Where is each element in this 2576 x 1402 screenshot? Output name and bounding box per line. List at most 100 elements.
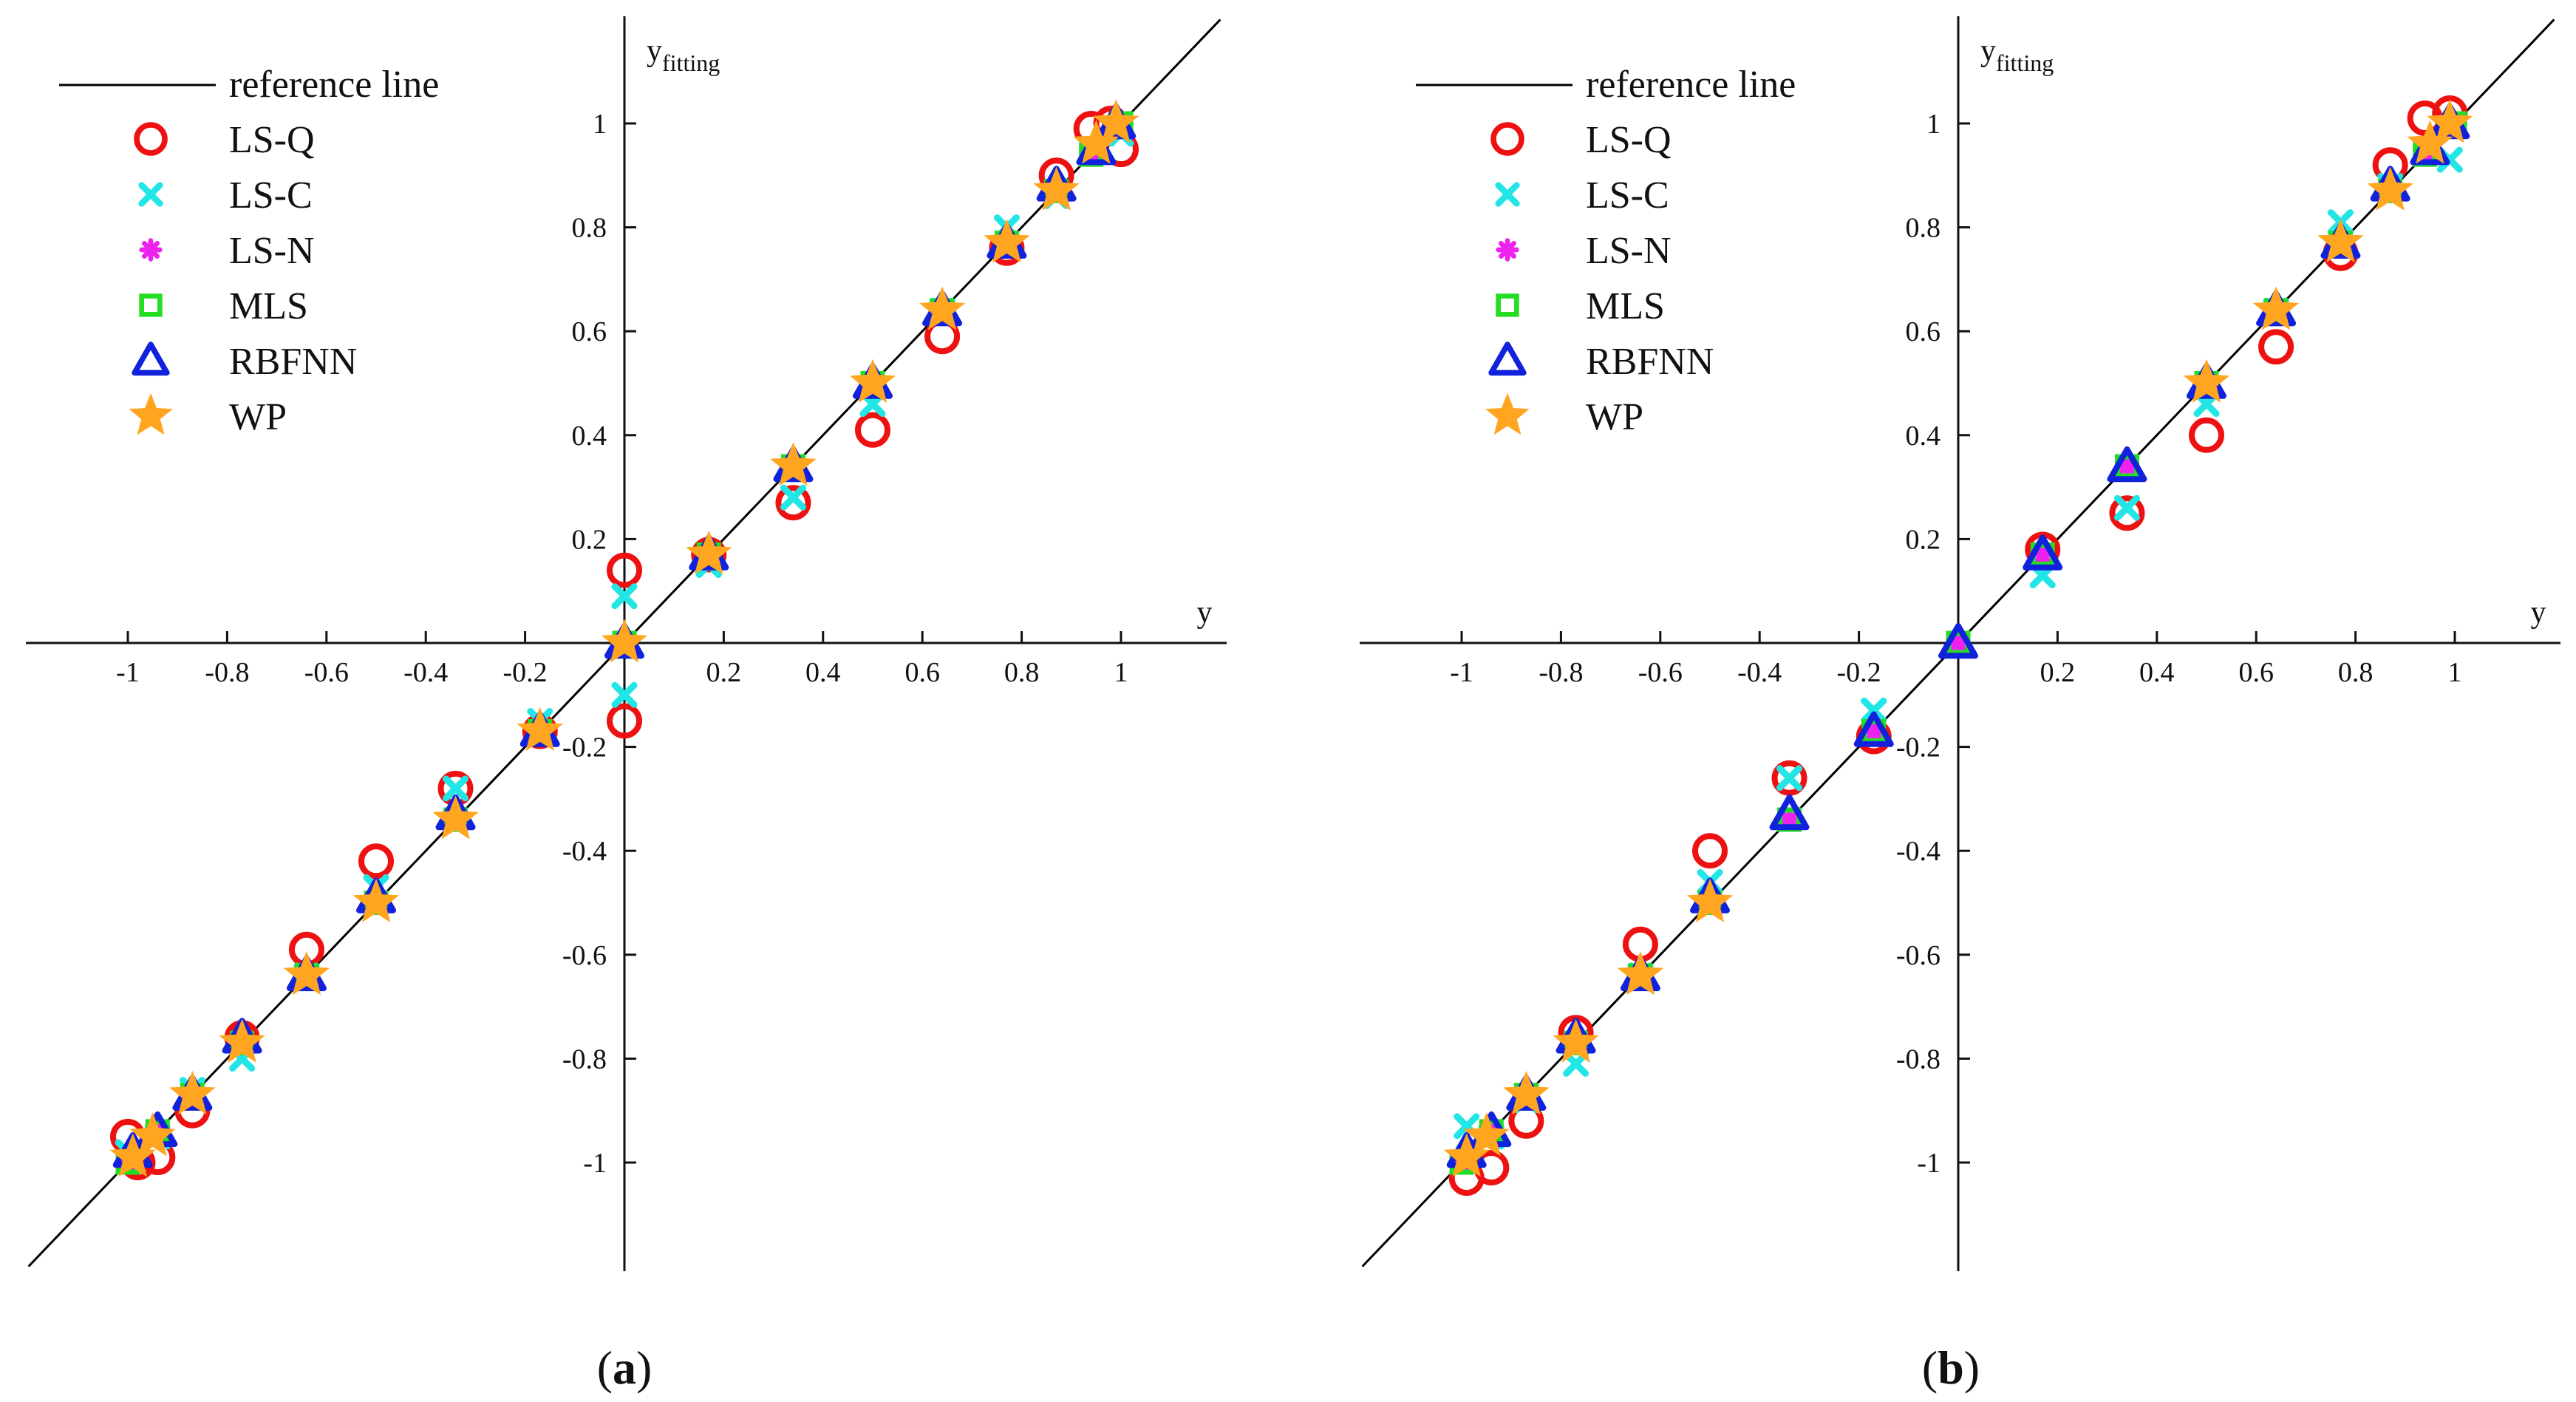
- legend-swatch-ls-q: [134, 122, 168, 156]
- y-tick-label: -0.6: [1896, 940, 1940, 971]
- y-tick-label: -0.8: [1896, 1044, 1940, 1075]
- x-tick-label: 0.6: [904, 657, 940, 688]
- legend-swatch-ls-q: [1490, 122, 1524, 156]
- x-tick-label: 0.8: [2338, 657, 2374, 688]
- point-wp: [1033, 166, 1080, 211]
- x-axis-title: y: [1197, 596, 1213, 630]
- point-wp: [686, 530, 732, 575]
- x-tick-label: -1: [116, 657, 140, 688]
- x-tick-label: -0.6: [304, 657, 349, 688]
- point-ls-q: [1771, 760, 1807, 796]
- y-tick-label: -0.2: [562, 732, 607, 763]
- panel-b: -1 -0.8 -0.6 -0.4 -0.2 0.2 0.4 0.6 0.8 1 -1 -0.8 -0.…: [1360, 16, 2560, 1394]
- x-tick-label: -0.8: [205, 657, 249, 688]
- point-rbfnn: [1769, 794, 1810, 831]
- point-ls-c: [1776, 765, 1803, 792]
- legend-label: LS-N: [1586, 230, 1672, 272]
- point-wp: [432, 795, 479, 840]
- x-tick-label: 0.6: [2238, 657, 2274, 688]
- point-wp: [984, 218, 1030, 263]
- point-wp: [2407, 120, 2453, 164]
- y-tick-label: 0.6: [1906, 316, 1941, 347]
- caption-paren-open: (: [597, 1341, 613, 1394]
- point-ls-c: [1861, 697, 1887, 724]
- point-wp: [1503, 1070, 1550, 1115]
- point-wp: [352, 878, 400, 923]
- point-ls-c: [611, 583, 638, 610]
- caption-paren-close: ): [636, 1341, 652, 1394]
- point-wp: [1093, 99, 1139, 143]
- point-ls-c: [780, 484, 806, 511]
- point-wp: [1443, 1133, 1490, 1177]
- x-tick-label: 0.4: [2139, 657, 2175, 688]
- point-ls-c: [2113, 494, 2140, 521]
- y-tick-label: 0.4: [572, 421, 607, 452]
- caption-paren-open: (: [1922, 1341, 1938, 1394]
- legend-swatch-rbfnn: [1488, 341, 1527, 376]
- legend-label: RBFNN: [229, 341, 357, 383]
- point-wp: [849, 358, 896, 404]
- point-ls-q: [358, 843, 394, 879]
- point-ls-n: [2115, 454, 2139, 479]
- legend-swatch-mls: [1496, 293, 1519, 317]
- legend-label: LS-Q: [229, 119, 315, 161]
- x-axis-title: y: [2531, 596, 2546, 630]
- x-tick-label: 0.2: [706, 657, 742, 688]
- legend-swatch-ls-c: [138, 182, 163, 207]
- y-axis-title-main: y: [647, 34, 662, 68]
- point-rbfnn: [2023, 534, 2063, 571]
- legend-swatch-ls-n: [139, 238, 163, 262]
- point-wp: [169, 1070, 216, 1115]
- legend-label: WP: [229, 396, 287, 438]
- point-ls-q: [855, 412, 890, 448]
- x-tick-label: 0.2: [2040, 657, 2076, 688]
- y-tick-label: 0.8: [1906, 213, 1941, 244]
- legend-label: MLS: [229, 285, 308, 327]
- y-tick-label: 0.4: [1906, 421, 1941, 452]
- point-rbfnn: [1853, 711, 1894, 747]
- point-wp: [129, 1112, 176, 1157]
- x-tick-label: -0.4: [403, 657, 448, 688]
- y-axis-title-sub: fitting: [662, 50, 720, 76]
- panel-caption: (b): [1922, 1341, 1980, 1394]
- y-tick-label: 0.6: [572, 316, 607, 347]
- legend-label: LS-C: [229, 174, 313, 217]
- point-rbfnn: [1938, 623, 1978, 659]
- y-tick-label: -1: [583, 1148, 607, 1179]
- point-wp: [2252, 286, 2300, 330]
- x-tick-label: 0.4: [805, 657, 841, 688]
- y-axis-title: yfitting: [1980, 34, 2054, 76]
- x-tick-label: 1: [2448, 657, 2462, 688]
- legend-swatch-rbfnn: [132, 341, 170, 376]
- point-ls-q: [2109, 495, 2145, 531]
- point-wp: [2367, 166, 2413, 211]
- legend-swatch-wp: [1485, 392, 1530, 435]
- caption-letter: b: [1938, 1341, 1964, 1394]
- y-tick-label: 0.8: [572, 213, 607, 244]
- caption-letter: a: [613, 1341, 636, 1394]
- point-ls-c: [611, 681, 638, 708]
- point-ls-n: [2030, 542, 2055, 567]
- legend-label: MLS: [1586, 285, 1665, 327]
- x-tick-label: -0.6: [1638, 657, 1683, 688]
- x-tick-label: -1: [1450, 657, 1473, 688]
- point-ls-q: [607, 552, 642, 588]
- point-ls-q: [607, 703, 642, 739]
- point-wp: [1463, 1112, 1510, 1157]
- point-wp: [770, 442, 817, 486]
- point-ls-q: [1692, 833, 1728, 869]
- y-tick-label: -1: [1917, 1148, 1940, 1179]
- legend-label: LS-Q: [1586, 119, 1672, 161]
- x-tick-label: -0.2: [1837, 657, 1881, 688]
- point-ls-n: [1946, 630, 1971, 656]
- y-tick-label: -0.4: [562, 836, 607, 867]
- point-wp: [1073, 120, 1120, 164]
- x-tick-label: -0.2: [503, 657, 548, 688]
- legend-swatch-wp: [129, 392, 173, 435]
- y-tick-label: -0.8: [562, 1044, 607, 1075]
- legend-label: reference line: [1586, 64, 1796, 106]
- x-tick-label: -0.4: [1737, 657, 1782, 688]
- point-ls-q: [775, 485, 811, 521]
- point-wp: [1553, 1018, 1599, 1063]
